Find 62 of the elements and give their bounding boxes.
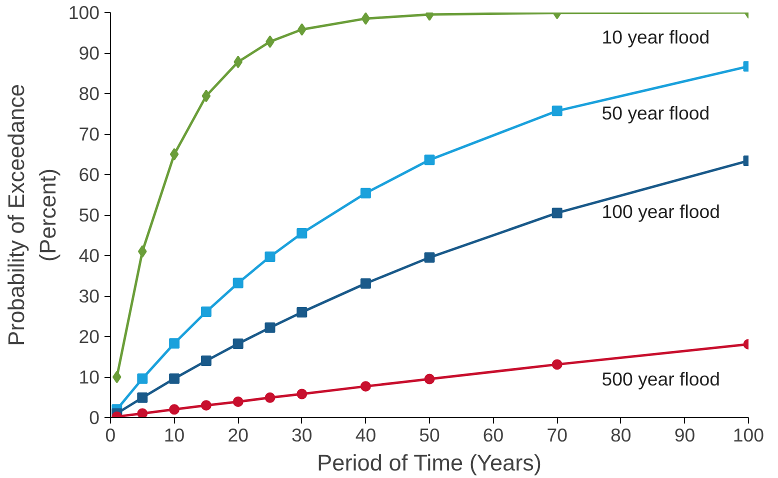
point: [360, 278, 371, 289]
point: [264, 392, 276, 403]
point: [200, 400, 212, 411]
x-tick-label: 90: [674, 424, 696, 446]
x-tick-label: 0: [105, 424, 116, 446]
x-tick-label: 80: [610, 424, 632, 446]
series-label: 500 year flood: [602, 368, 720, 390]
x-tick-label: 10: [164, 424, 185, 446]
point: [296, 228, 308, 238]
point: [296, 306, 308, 318]
point: [424, 374, 435, 384]
y-tick-label: 50: [78, 204, 100, 226]
point: [200, 306, 212, 318]
y-tick-label: 90: [78, 42, 100, 64]
point: [137, 408, 148, 418]
point: [360, 381, 371, 392]
point: [232, 338, 244, 350]
point: [552, 208, 562, 218]
y-axis-title: Probability of Exceedance (Percent): [3, 84, 60, 346]
point: [424, 154, 435, 166]
point: [112, 370, 122, 384]
x-tick-label: 30: [292, 424, 312, 446]
x-tick-label: 100: [732, 424, 764, 446]
y-tick-label: 60: [78, 164, 100, 185]
point: [424, 252, 435, 263]
series-label: 50 year flood: [602, 102, 710, 124]
y-tick-label: 20: [78, 326, 100, 347]
point: [552, 359, 562, 370]
y-tick-label: 80: [78, 83, 100, 104]
point: [137, 392, 148, 403]
point: [137, 373, 148, 384]
point: [264, 251, 276, 262]
point: [234, 56, 243, 68]
point: [264, 322, 276, 333]
x-tick-label: 60: [482, 424, 504, 446]
point: [170, 148, 179, 160]
point: [202, 90, 211, 102]
y-tick-label: 0: [89, 407, 100, 428]
y-tick-label: 100: [68, 2, 100, 23]
point: [169, 373, 180, 384]
point: [361, 12, 370, 25]
point: [169, 338, 180, 349]
y-tick-label: 40: [78, 245, 100, 266]
series-label: 10 year flood: [602, 26, 710, 48]
series-label: 100 year flood: [602, 200, 720, 222]
point: [552, 106, 562, 116]
point: [232, 278, 244, 288]
x-tick-label: 20: [228, 424, 248, 446]
x-tick-label: 40: [355, 424, 376, 446]
point: [232, 396, 244, 407]
x-axis-title: Period of Time (Years): [317, 450, 542, 476]
point: [169, 404, 180, 415]
x-tick-label: 50: [419, 424, 440, 446]
point: [360, 188, 371, 198]
point: [200, 356, 212, 366]
y-tick-label: 70: [78, 124, 100, 144]
point: [297, 23, 306, 36]
y-tick-label: 30: [78, 286, 100, 306]
point: [138, 245, 147, 258]
y-tick-label: 10: [78, 366, 100, 388]
point: [296, 388, 308, 400]
x-tick-label: 70: [546, 424, 568, 446]
